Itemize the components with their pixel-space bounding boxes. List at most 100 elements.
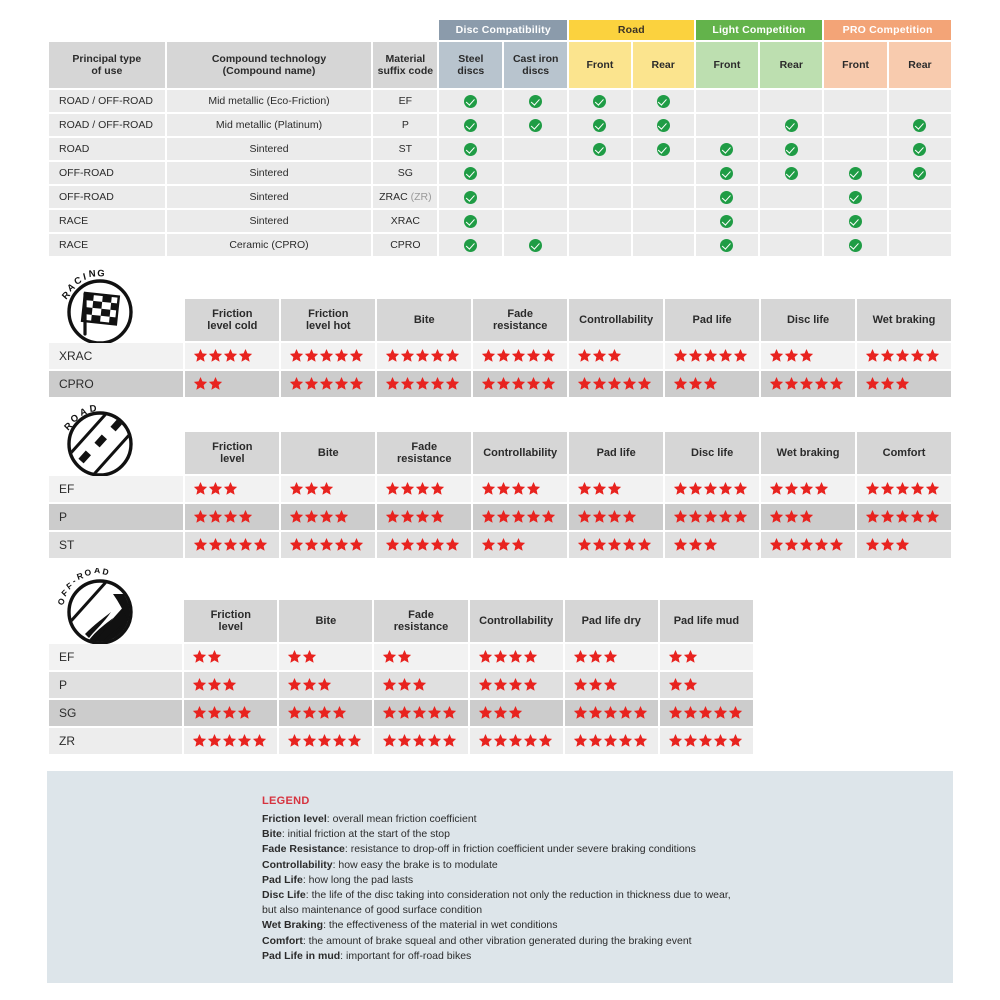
star-icon bbox=[703, 481, 718, 496]
check-cell bbox=[569, 138, 631, 160]
star-icon bbox=[193, 537, 208, 552]
empty-cell bbox=[888, 234, 951, 256]
star-icon bbox=[385, 348, 400, 363]
check-icon bbox=[593, 94, 607, 108]
table-row: EF bbox=[49, 644, 753, 670]
compat-col-header-10: Rear bbox=[888, 42, 951, 88]
star-icon bbox=[511, 348, 526, 363]
svg-text:C: C bbox=[73, 275, 84, 288]
compat-col-header-3: Steel discs bbox=[439, 42, 503, 88]
star-icon bbox=[592, 348, 607, 363]
star-icon bbox=[683, 705, 698, 720]
star-rating-cell bbox=[184, 728, 278, 754]
star-rating-cell bbox=[469, 728, 563, 754]
star-icon bbox=[478, 705, 493, 720]
star-icon bbox=[412, 677, 427, 692]
star-rating-cell bbox=[281, 504, 376, 530]
star-icon bbox=[895, 481, 910, 496]
star-rating-cell bbox=[564, 644, 658, 670]
star-icon bbox=[573, 733, 588, 748]
star-icon bbox=[478, 677, 493, 692]
check-cell bbox=[888, 162, 951, 184]
empty-cell bbox=[632, 186, 694, 208]
star-icon bbox=[526, 376, 541, 391]
star-rating-cell bbox=[761, 343, 856, 369]
check-cell bbox=[824, 210, 887, 232]
star-rating-cell bbox=[569, 504, 664, 530]
star-rating-cell bbox=[185, 476, 280, 502]
table-row: RACE Ceramic (CPRO) CPRO bbox=[49, 234, 951, 256]
star-rating-cell bbox=[279, 728, 373, 754]
star-icon bbox=[541, 348, 556, 363]
star-icon bbox=[588, 649, 603, 664]
empty-cell bbox=[888, 186, 951, 208]
star-icon bbox=[603, 705, 618, 720]
star-icon bbox=[683, 649, 698, 664]
table-row: OFF-ROAD Sintered SG bbox=[49, 162, 951, 184]
star-icon bbox=[289, 509, 304, 524]
empty-cell bbox=[632, 162, 694, 184]
star-icon bbox=[814, 537, 829, 552]
rating-col-header-4: Controllability bbox=[569, 299, 664, 341]
star-icon bbox=[508, 733, 523, 748]
star-icon bbox=[607, 348, 622, 363]
star-icon bbox=[412, 733, 427, 748]
star-icon bbox=[733, 348, 748, 363]
star-icon bbox=[784, 481, 799, 496]
star-icon bbox=[223, 481, 238, 496]
star-icon bbox=[400, 376, 415, 391]
check-cell bbox=[760, 162, 823, 184]
compat-col-header-4: Cast iron discs bbox=[504, 42, 568, 88]
svg-text:F: F bbox=[59, 588, 70, 599]
principal-type-cell: RACE bbox=[49, 234, 165, 256]
rating-col-header-1: Bite bbox=[279, 600, 373, 642]
svg-text:F: F bbox=[64, 580, 74, 591]
star-icon bbox=[541, 376, 556, 391]
check-icon bbox=[529, 94, 543, 108]
group-header-row: Disc Compatibility Road Light Competitio… bbox=[49, 20, 951, 40]
star-icon bbox=[304, 376, 319, 391]
star-icon bbox=[193, 348, 208, 363]
star-rating-cell bbox=[761, 532, 856, 558]
empty-cell bbox=[504, 186, 568, 208]
svg-text:R: R bbox=[75, 570, 84, 581]
check-icon bbox=[464, 118, 478, 132]
rating-col-header-7: Wet braking bbox=[857, 299, 951, 341]
rating-col-header-2: Bite bbox=[377, 299, 472, 341]
star-icon bbox=[445, 376, 460, 391]
star-icon bbox=[688, 509, 703, 524]
star-icon bbox=[208, 481, 223, 496]
check-icon bbox=[849, 166, 863, 180]
star-rating-cell bbox=[377, 343, 472, 369]
star-icon bbox=[289, 537, 304, 552]
star-icon bbox=[784, 509, 799, 524]
legend-entry-8: Comfort: the amount of brake squeal and … bbox=[262, 934, 692, 947]
star-icon bbox=[385, 537, 400, 552]
road-table: Friction level Bite Fade resistance Controlla… bbox=[47, 430, 953, 560]
check-cell bbox=[439, 90, 503, 112]
star-icon bbox=[588, 733, 603, 748]
star-icon bbox=[334, 537, 349, 552]
star-icon bbox=[784, 537, 799, 552]
star-icon bbox=[222, 677, 237, 692]
check-cell bbox=[695, 186, 759, 208]
star-icon bbox=[668, 649, 683, 664]
compound-technology-cell: Sintered bbox=[166, 162, 372, 184]
check-icon bbox=[849, 190, 863, 204]
star-icon bbox=[769, 481, 784, 496]
star-icon bbox=[668, 677, 683, 692]
star-rating-cell bbox=[857, 476, 951, 502]
rating-col-header-4: Pad life bbox=[569, 432, 664, 474]
table-row: ROAD / OFF-ROAD Mid metallic (Platinum) P bbox=[49, 114, 951, 136]
star-icon bbox=[412, 705, 427, 720]
star-icon bbox=[799, 481, 814, 496]
check-cell bbox=[695, 138, 759, 160]
star-rating-cell bbox=[857, 343, 951, 369]
star-icon bbox=[319, 376, 334, 391]
rating-col-header-2: Fade resistance bbox=[377, 432, 472, 474]
star-icon bbox=[607, 509, 622, 524]
star-icon bbox=[496, 348, 511, 363]
star-icon bbox=[713, 733, 728, 748]
star-icon bbox=[865, 376, 880, 391]
star-icon bbox=[865, 348, 880, 363]
